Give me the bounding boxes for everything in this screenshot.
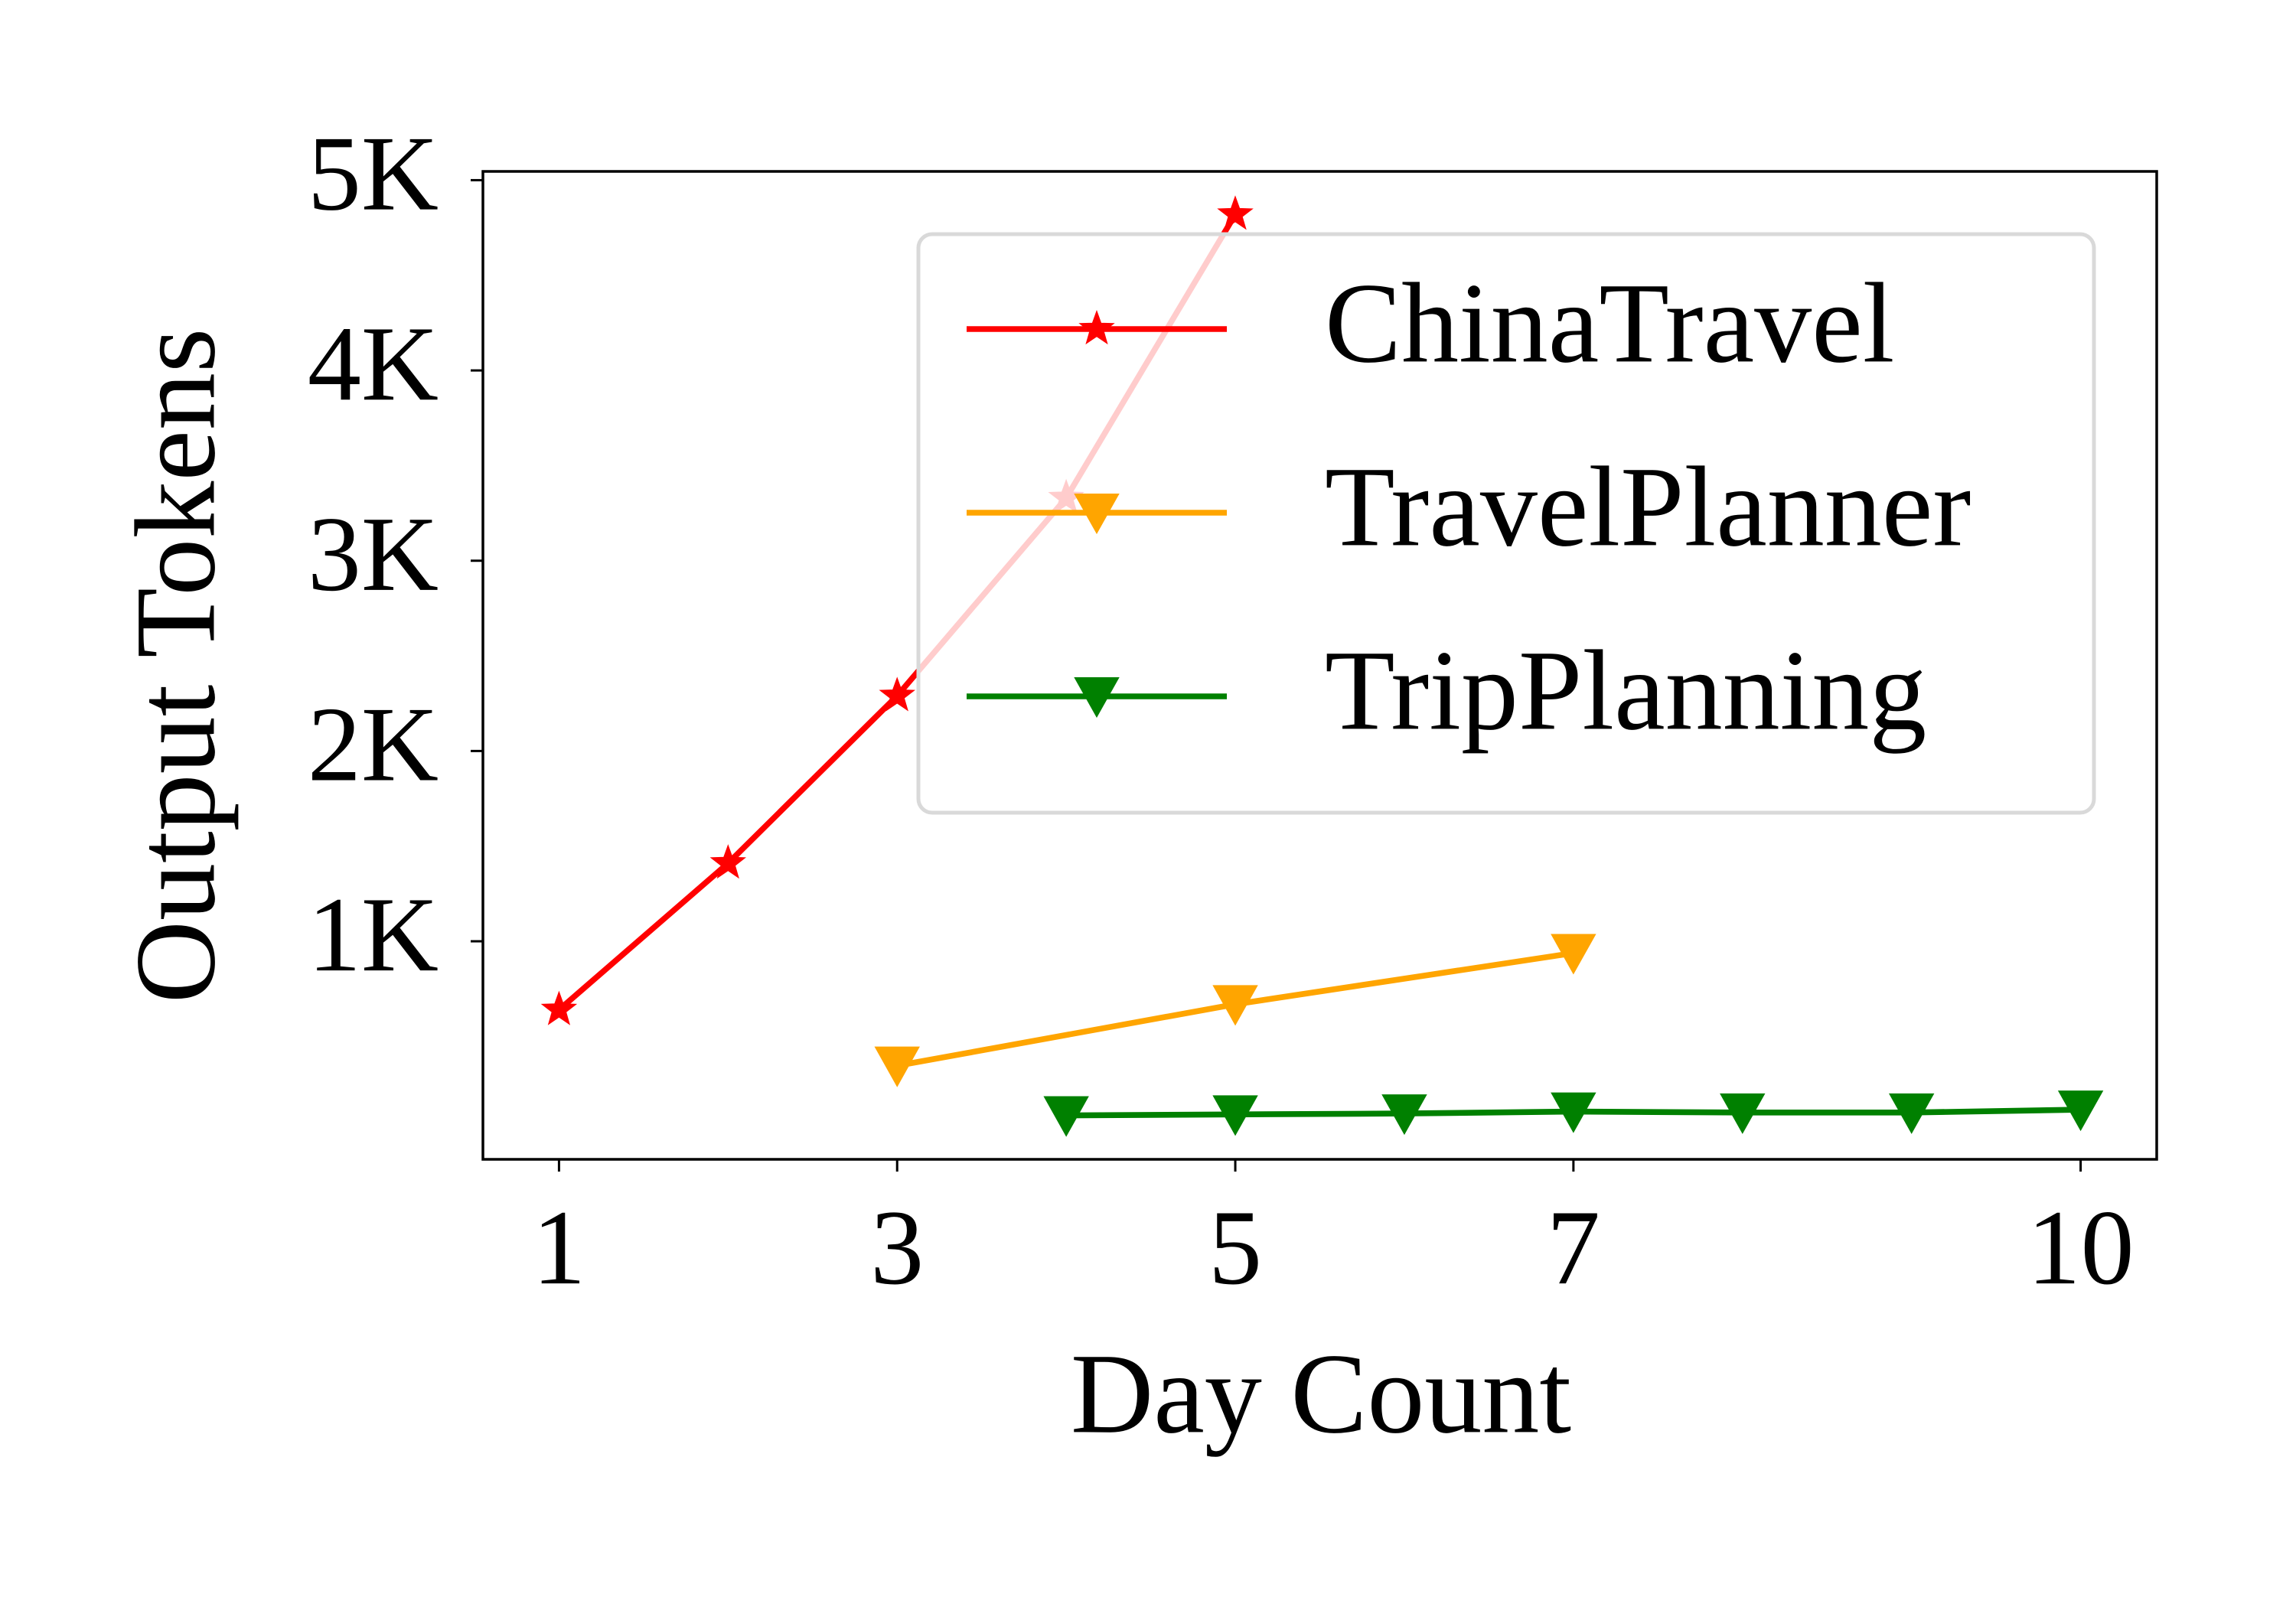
legend: ChinaTravel TravelPlanner TripPlanning [916, 232, 2096, 815]
y-tick-label: 2K [308, 686, 439, 804]
x-tick-label: 1 [532, 1188, 585, 1307]
data-point [540, 990, 578, 1025]
legend-marker [1074, 494, 1120, 535]
legend-marker [1078, 310, 1115, 345]
data-point [1212, 1095, 1258, 1136]
data-point [2057, 1090, 2104, 1132]
y-tick-label: 1K [308, 875, 439, 994]
plot-frame [481, 170, 2158, 1161]
data-point [1720, 1093, 1766, 1134]
legend-box [916, 232, 2096, 815]
data-point [1217, 195, 1254, 230]
data-point [874, 1046, 920, 1087]
x-tick-label: 5 [1208, 1188, 1262, 1307]
data-point [1888, 1093, 1935, 1134]
data-point [1551, 934, 1596, 975]
data-point [1381, 1094, 1427, 1136]
x-tick-label: 10 [2027, 1188, 2135, 1307]
legend-label: TripPlanning [1325, 627, 1926, 754]
legend-label: ChinaTravel [1325, 259, 1894, 386]
y-tick-label: 3K [308, 495, 439, 614]
x-tick-label: 7 [1547, 1188, 1600, 1307]
data-point [709, 844, 746, 879]
legend-marker [1074, 677, 1120, 719]
y-axis-label: Output Tokens [112, 328, 239, 1004]
data-point [879, 676, 916, 712]
x-tick-label: 3 [870, 1188, 924, 1307]
data-point [1551, 1092, 1596, 1133]
y-tick-label: 4K [308, 305, 439, 423]
legend-label: TravelPlanner [1325, 443, 1971, 570]
data-point [1212, 985, 1258, 1026]
data-point [1043, 1096, 1089, 1137]
x-axis-label: Day Count [1071, 1330, 1571, 1457]
y-tick-label: 5K [308, 115, 439, 233]
